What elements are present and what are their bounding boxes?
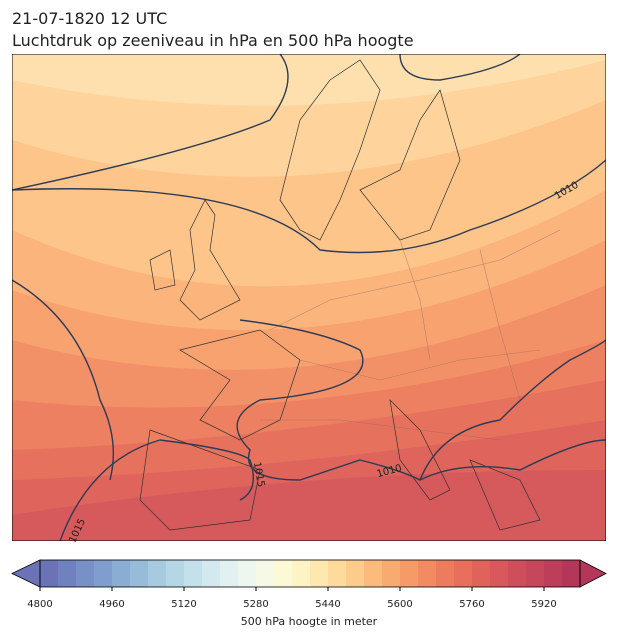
colorbar-bin	[454, 560, 473, 587]
colorbar-bin	[202, 560, 221, 587]
colorbar-bin	[238, 560, 257, 587]
colorbar-tick-label: 5920	[531, 599, 556, 610]
colorbar-bin	[40, 560, 59, 587]
colorbar-bin	[112, 560, 131, 587]
colorbar-bin	[490, 560, 509, 587]
isobar	[12, 279, 114, 481]
colorbar-tick-label: 4960	[99, 599, 124, 610]
colorbar-bin	[346, 560, 365, 587]
colorbar-bin	[292, 560, 311, 587]
colorbar-tick-label: 5120	[171, 599, 196, 610]
isobar	[12, 159, 606, 254]
map-date: 21-07-1820 12 UTC	[12, 9, 167, 28]
colorbar-bin	[130, 560, 149, 587]
isobar	[12, 54, 289, 191]
colorbar-bin	[184, 560, 203, 587]
colorbar-tick-label: 4800	[27, 599, 52, 610]
colorbar-bin	[436, 560, 455, 587]
coastline	[139, 59, 541, 531]
colorbar-bin	[364, 560, 383, 587]
isobar	[399, 54, 521, 81]
colorbar-bin	[310, 560, 329, 587]
colorbar-bin	[526, 560, 545, 587]
colorbar-bin	[472, 560, 491, 587]
colorbar-bin	[418, 560, 437, 587]
contour-label: 1015	[251, 461, 266, 488]
colorbar-tick-label: 5760	[459, 599, 484, 610]
colorbar-bin	[256, 560, 275, 587]
colorbar-bin	[220, 560, 239, 587]
colorbar-bin	[328, 560, 347, 587]
colorbar-label: 500 hPa hoogte in meter	[241, 615, 378, 628]
isobar	[419, 439, 606, 481]
colorbar-bin	[58, 560, 77, 587]
colorbar-bin	[562, 560, 581, 587]
border	[260, 229, 561, 441]
colorbar-frame	[39, 559, 581, 588]
colorbar-bin	[166, 560, 185, 587]
colorbar-bin	[544, 560, 563, 587]
map-title: Luchtdruk op zeeniveau in hPa en 500 hPa…	[12, 31, 414, 50]
colorbar-bin	[508, 560, 527, 587]
colorbar-bin	[76, 560, 95, 587]
map-area	[12, 54, 606, 541]
isobar	[236, 319, 606, 481]
colorbar-bin	[274, 560, 293, 587]
colorbar-tick-label: 5280	[243, 599, 268, 610]
colorbar-extend	[579, 559, 607, 588]
colorbar-bin	[94, 560, 113, 587]
colorbar-tick-label: 5600	[387, 599, 412, 610]
band	[12, 470, 606, 541]
colorbar-tick-label: 5440	[315, 599, 340, 610]
colorbar-bin	[400, 560, 419, 587]
isobar	[59, 439, 254, 541]
colorbar-extend	[11, 559, 41, 588]
colorbar-bin	[148, 560, 167, 587]
colorbar-bin	[382, 560, 401, 587]
